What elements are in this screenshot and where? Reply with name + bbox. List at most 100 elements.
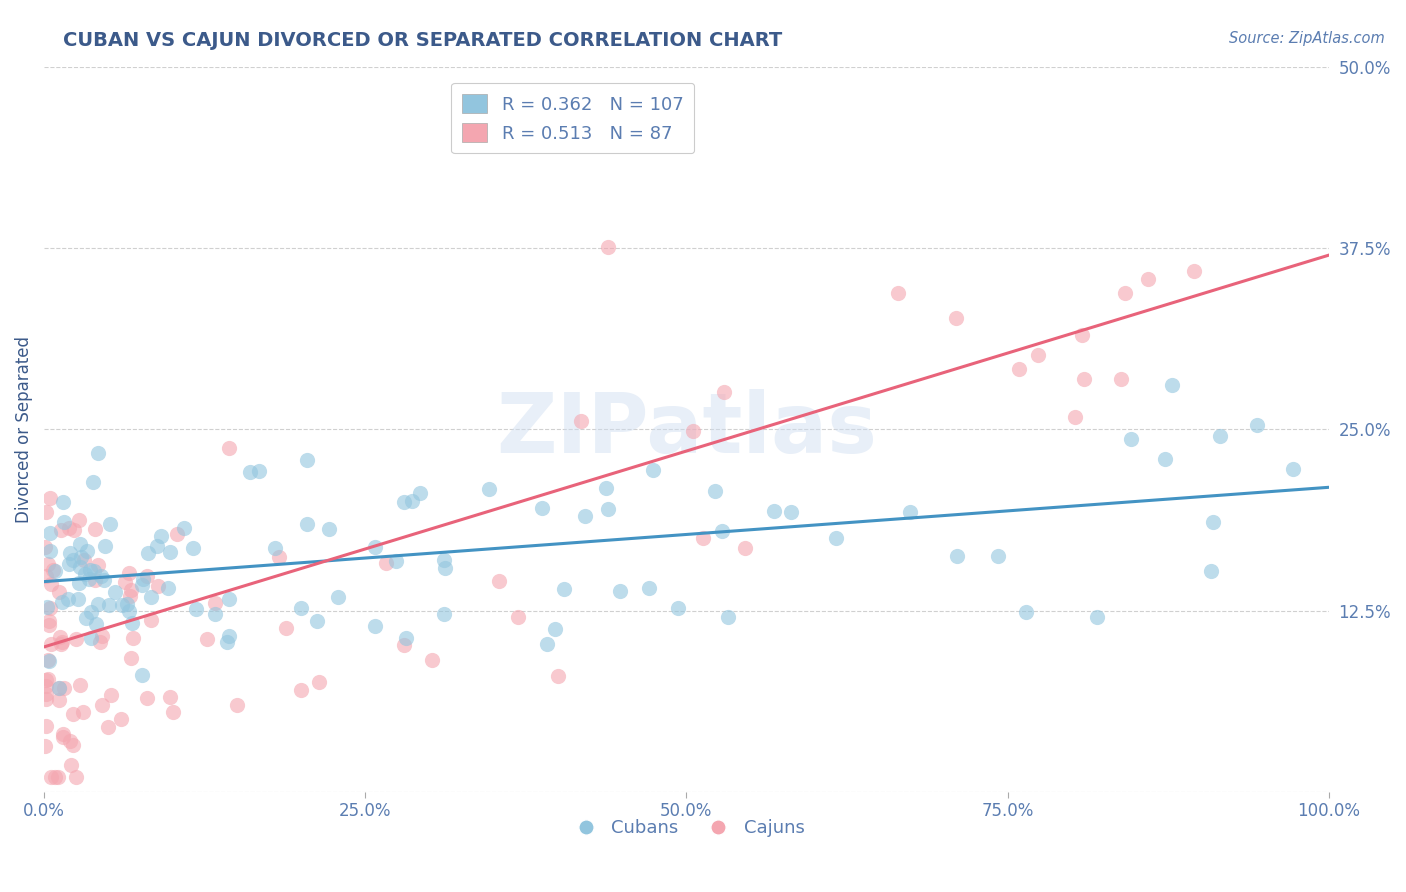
Point <box>94 539 117 553</box>
Point <box>166 527 188 541</box>
Point <box>434 560 457 574</box>
Point <box>420 652 443 666</box>
Point <box>364 619 387 633</box>
Point <box>44 771 66 785</box>
Point <box>38 654 60 668</box>
Point <box>67 513 90 527</box>
Point <box>35 691 58 706</box>
Point <box>173 521 195 535</box>
Point <box>100 689 122 703</box>
Point <box>186 602 208 616</box>
Point <box>62 707 84 722</box>
Point <box>83 522 105 536</box>
Point <box>734 541 756 556</box>
Point <box>77 572 100 586</box>
Point <box>946 549 969 563</box>
Point <box>48 681 70 695</box>
Point <box>118 566 141 580</box>
Point <box>1246 418 1268 433</box>
Point <box>1136 272 1159 286</box>
Point <box>1282 461 1305 475</box>
Point <box>38 600 60 615</box>
Point <box>945 310 967 325</box>
Point <box>35 568 58 582</box>
Point <box>98 516 121 531</box>
Point <box>392 638 415 652</box>
Point <box>181 541 204 555</box>
Point <box>131 578 153 592</box>
Point <box>53 515 76 529</box>
Point <box>121 615 143 630</box>
Point <box>35 599 58 614</box>
Point <box>218 629 240 643</box>
Point <box>239 465 262 479</box>
Point <box>51 637 73 651</box>
Point <box>76 544 98 558</box>
Point <box>1121 432 1143 446</box>
Point <box>118 604 141 618</box>
Point <box>824 531 846 545</box>
Point <box>385 554 408 568</box>
Point <box>91 629 114 643</box>
Point <box>58 591 80 606</box>
Point <box>135 690 157 705</box>
Point <box>295 452 318 467</box>
Point <box>75 610 97 624</box>
Point <box>274 621 297 635</box>
Point <box>713 384 735 399</box>
Point <box>375 557 398 571</box>
Point <box>666 601 689 615</box>
Point <box>162 705 184 719</box>
Point <box>290 600 312 615</box>
Point <box>39 491 62 506</box>
Point <box>887 285 910 300</box>
Point <box>51 524 73 538</box>
Point <box>38 526 60 541</box>
Point <box>574 508 596 523</box>
Point <box>73 553 96 567</box>
Point <box>1064 410 1087 425</box>
Point <box>779 505 801 519</box>
Point <box>139 591 162 605</box>
Point <box>39 544 62 558</box>
Point <box>328 590 350 604</box>
Text: Source: ZipAtlas.com: Source: ZipAtlas.com <box>1229 31 1385 46</box>
Point <box>506 610 529 624</box>
Point <box>704 483 727 498</box>
Point <box>195 632 218 646</box>
Point <box>69 560 91 574</box>
Point <box>1154 452 1177 467</box>
Point <box>218 592 240 607</box>
Point <box>120 650 142 665</box>
Point <box>52 494 75 508</box>
Point <box>136 546 159 560</box>
Point <box>146 540 169 554</box>
Point <box>48 681 70 695</box>
Point <box>60 758 83 772</box>
Point <box>58 557 80 571</box>
Point <box>159 545 181 559</box>
Point <box>46 771 69 785</box>
Point <box>79 605 101 619</box>
Point <box>62 738 84 752</box>
Point <box>114 575 136 590</box>
Point <box>86 597 108 611</box>
Point <box>141 613 163 627</box>
Text: CUBAN VS CAJUN DIVORCED OR SEPARATED CORRELATION CHART: CUBAN VS CAJUN DIVORCED OR SEPARATED COR… <box>63 31 783 50</box>
Point <box>90 569 112 583</box>
Point <box>1202 515 1225 529</box>
Point <box>118 589 141 603</box>
Point <box>1085 610 1108 624</box>
Point <box>80 631 103 645</box>
Point <box>692 532 714 546</box>
Point <box>401 493 423 508</box>
Point <box>530 501 553 516</box>
Point <box>62 552 84 566</box>
Point <box>90 698 112 712</box>
Point <box>149 529 172 543</box>
Point <box>711 524 734 538</box>
Point <box>156 581 179 595</box>
Point <box>110 713 132 727</box>
Point <box>59 546 82 560</box>
Point <box>643 463 665 477</box>
